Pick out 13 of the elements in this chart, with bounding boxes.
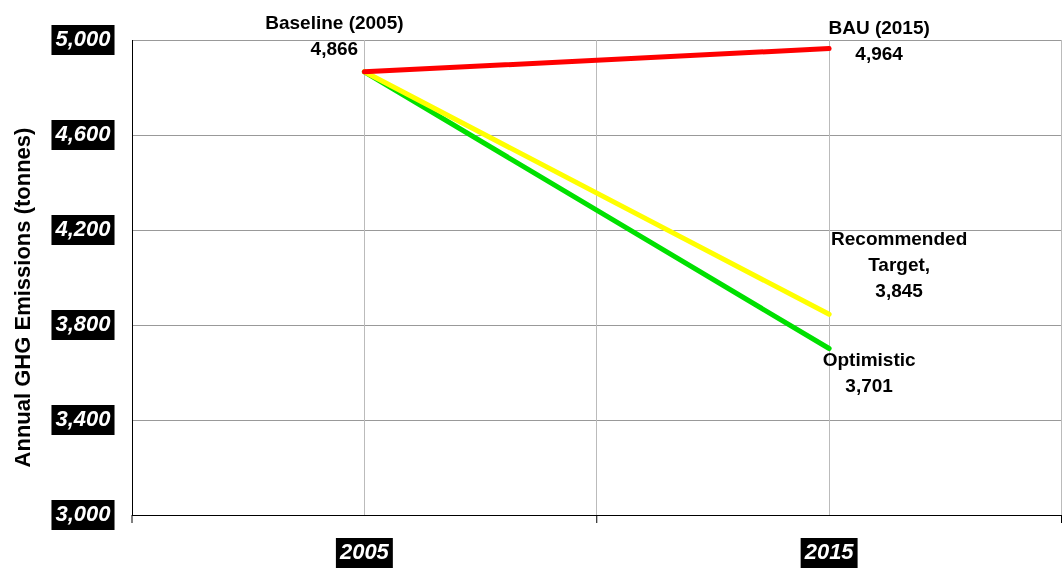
annotation: Baseline (2005) 4,866 xyxy=(265,12,404,60)
annotation: Optimistic 3,701 xyxy=(822,348,917,396)
x-tick-label: 2005 xyxy=(338,539,390,565)
annotation: Recommended Target, 3,845 xyxy=(831,227,968,301)
y-tick-label: 3,000 xyxy=(55,501,112,527)
y-tick-label: 5,000 xyxy=(55,26,112,52)
y-tick-label: 4,200 xyxy=(54,216,112,242)
x-tick-label: 2015 xyxy=(803,539,855,565)
annotation: BAU (2015) 4,964 xyxy=(828,16,930,64)
y-axis-title: Annual GHG Emissions (tonnes) xyxy=(10,127,36,468)
y-tick-label: 3,800 xyxy=(55,311,112,337)
y-tick-label: 4,600 xyxy=(54,121,112,147)
y-tick-label: 3,400 xyxy=(55,406,112,432)
